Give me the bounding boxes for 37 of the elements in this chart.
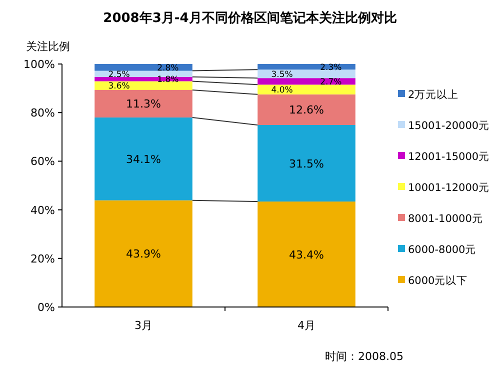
bar bbox=[258, 70, 356, 78]
y-tick-label: 80% bbox=[30, 106, 55, 120]
bar bbox=[94, 90, 192, 118]
data-label: 4.0% bbox=[271, 86, 293, 96]
legend-label: 15001-20000元 bbox=[408, 120, 490, 132]
y-axis-title: 关注比例 bbox=[26, 40, 70, 53]
data-label: 12.6% bbox=[289, 104, 324, 117]
data-label: 31.5% bbox=[289, 157, 324, 170]
bar bbox=[258, 84, 356, 94]
data-label: 3.6% bbox=[108, 82, 130, 92]
bar bbox=[258, 202, 356, 307]
y-tick-label: 0% bbox=[38, 301, 55, 314]
y-tick-label: 40% bbox=[30, 204, 55, 217]
legend-label: 12001-15000元 bbox=[408, 151, 490, 163]
data-label: 43.4% bbox=[289, 248, 324, 262]
chart-title: 2008年3月-4月不同价格区间笔记本关注比例对比 bbox=[103, 10, 397, 26]
bar bbox=[94, 64, 192, 71]
x-tick-label: 4月 bbox=[298, 319, 316, 332]
bar bbox=[94, 200, 192, 307]
legend-label: 2万元以上 bbox=[408, 88, 459, 101]
legend-label: 8001-10000元 bbox=[408, 213, 483, 225]
bar bbox=[94, 117, 192, 200]
y-tick-label: 20% bbox=[30, 252, 55, 266]
legend-label: 6000元以下 bbox=[408, 274, 468, 287]
y-tick-label: 100% bbox=[24, 58, 55, 71]
data-label: 34.1% bbox=[126, 152, 161, 166]
data-label: 3.5% bbox=[271, 70, 293, 80]
bar bbox=[258, 94, 356, 125]
y-tick-label: 60% bbox=[30, 155, 55, 168]
data-label: 11.3% bbox=[126, 98, 161, 111]
bar bbox=[258, 124, 356, 202]
text: 时间：2008.05 bbox=[325, 350, 404, 363]
data-label: 43.9% bbox=[126, 248, 161, 261]
legend-label: 10001-12000元 bbox=[408, 182, 490, 194]
x-tick-label: 3月 bbox=[134, 319, 152, 332]
data-label: 2.8% bbox=[157, 63, 179, 74]
legend-label: 6000-8000元 bbox=[408, 244, 476, 256]
